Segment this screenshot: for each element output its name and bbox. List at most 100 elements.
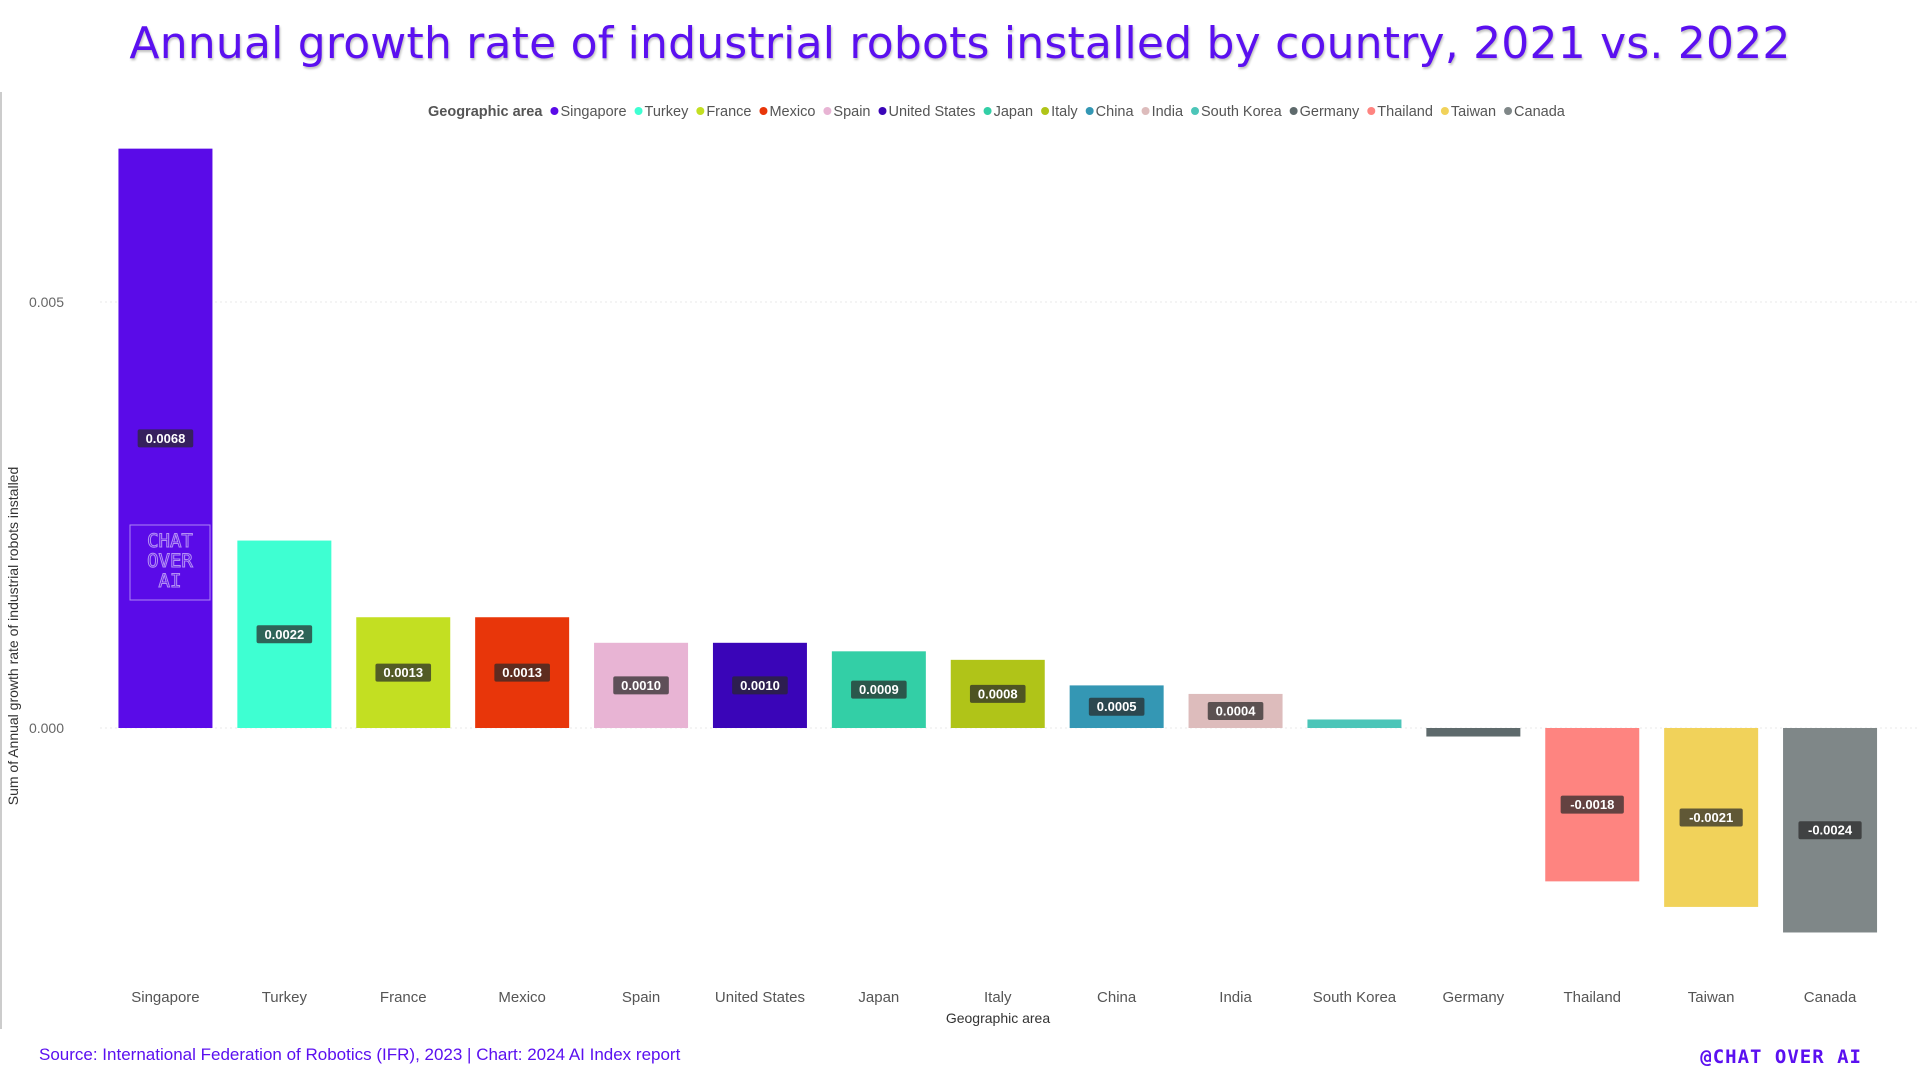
legend-swatch (1367, 107, 1376, 115)
legend-label: South Korea (1201, 104, 1283, 120)
x-tick-label: Taiwan (1688, 989, 1735, 1006)
data-label-background (1560, 795, 1624, 814)
legend-label: Mexico (769, 104, 815, 120)
legend-label: Japan (994, 104, 1034, 120)
legend-item[interactable]: United States (878, 104, 976, 120)
watermark-line-2: OVER (147, 550, 193, 572)
legend-label: Taiwan (1451, 104, 1496, 120)
bar-south-korea[interactable] (1307, 719, 1402, 728)
legend-label: India (1152, 104, 1184, 120)
data-label-background (613, 676, 669, 695)
legend-swatch (1041, 107, 1050, 115)
x-tick-label: China (1097, 989, 1137, 1006)
data-label-background (137, 429, 194, 448)
legend-label: Canada (1514, 104, 1566, 120)
legend-swatch (1504, 107, 1513, 115)
x-tick-label: Canada (1804, 989, 1857, 1006)
x-tick-label: Singapore (131, 989, 199, 1006)
x-tick-label: Thailand (1563, 989, 1621, 1006)
legend-swatch (983, 107, 992, 115)
data-label-background (1207, 701, 1264, 720)
legend-swatch (1191, 107, 1200, 115)
legend-label: France (706, 104, 751, 120)
legend-item[interactable]: Germany (1289, 104, 1360, 120)
x-tick-label: United States (715, 989, 805, 1006)
data-label-background (851, 680, 907, 699)
data-label: -0.0018 (1570, 797, 1614, 812)
watermark: CHAT OVER AI (129, 524, 211, 601)
legend-item[interactable]: China (1085, 104, 1135, 120)
legend-label: Spain (833, 104, 870, 120)
legend-label: China (1096, 104, 1135, 120)
data-label: 0.0005 (1097, 699, 1137, 714)
y-tick-label: 0.000 (29, 720, 64, 736)
legend-item[interactable]: Taiwan (1440, 104, 1496, 120)
legend-item[interactable]: India (1141, 104, 1184, 120)
legend-item[interactable]: Japan (983, 104, 1034, 120)
legend-item[interactable]: Canada (1504, 104, 1566, 120)
data-label: 0.0013 (383, 665, 423, 680)
legend-label: Singapore (560, 104, 626, 120)
data-label: 0.0004 (1216, 703, 1257, 718)
legend: Geographic area Singapore Turkey France Mexi… (428, 104, 1566, 120)
x-axis-label: Geographic area (946, 1010, 1051, 1026)
x-tick-label: India (1219, 989, 1252, 1006)
y-tick-label: 0.005 (29, 294, 64, 310)
data-label-background (969, 684, 1026, 703)
watermark-line-1: CHAT (147, 530, 193, 552)
x-axis-categories: Singapore Turkey France Mexico Spain United S… (131, 989, 1857, 1006)
x-tick-label: Italy (984, 989, 1012, 1006)
legend-swatch (1289, 107, 1298, 115)
legend-item[interactable]: Turkey (634, 104, 690, 120)
data-label: 0.0013 (502, 665, 542, 680)
chart-area: Geographic area Singapore Turkey France Mexi… (0, 92, 1920, 1029)
legend-swatch (1141, 107, 1150, 115)
x-tick-label: Turkey (262, 989, 308, 1006)
legend-swatch (759, 107, 768, 115)
legend-label: Italy (1051, 104, 1078, 120)
data-label: 0.0068 (146, 431, 186, 446)
data-label-background (1798, 821, 1862, 840)
legend-swatch (1085, 107, 1094, 115)
data-label: -0.0021 (1689, 810, 1733, 825)
legend-swatch (1440, 107, 1449, 115)
data-label-background (732, 676, 788, 695)
legend-swatch (878, 107, 887, 115)
data-labels: 0.0068 0.0022 0.0013 0.0013 0.0010 0.0010 0.00… (137, 429, 1862, 840)
legend-swatch (823, 107, 832, 115)
data-label-background (494, 663, 550, 682)
x-tick-label: Germany (1443, 989, 1505, 1006)
data-label-background (1088, 697, 1145, 716)
x-tick-label: Japan (858, 989, 899, 1006)
legend-item[interactable]: Italy (1041, 104, 1078, 120)
legend-label: United States (889, 104, 976, 120)
data-label-background (375, 663, 432, 682)
data-label: 0.0010 (740, 678, 780, 693)
legend-item[interactable]: Thailand (1367, 104, 1433, 120)
bars (118, 148, 1878, 933)
legend-item[interactable]: Mexico (759, 104, 815, 120)
legend-item[interactable]: Spain (823, 104, 871, 120)
legend-item[interactable]: France (696, 104, 751, 120)
legend-swatch (634, 107, 643, 115)
legend-label: Turkey (645, 104, 690, 120)
legend-swatch (550, 107, 559, 115)
x-tick-label: South Korea (1313, 989, 1397, 1006)
y-axis-label: Sum of Annual growth rate of industrial … (5, 467, 21, 806)
data-label: -0.0024 (1808, 823, 1853, 838)
x-tick-label: Spain (622, 989, 660, 1006)
legend-title: Geographic area (428, 104, 543, 120)
chart-title: Annual growth rate of industrial robots … (129, 18, 1791, 69)
data-label: 0.0022 (264, 627, 304, 642)
bar-germany[interactable] (1426, 728, 1521, 737)
data-label: 0.0009 (859, 682, 899, 697)
data-label: 0.0008 (978, 686, 1018, 701)
data-label-background (256, 625, 313, 644)
legend-swatch (696, 107, 705, 115)
legend-item[interactable]: Singapore (550, 104, 627, 120)
legend-label: Thailand (1377, 104, 1433, 120)
legend-label: Germany (1300, 104, 1360, 120)
watermark-line-3: AI (159, 570, 182, 592)
legend-item[interactable]: South Korea (1191, 104, 1283, 120)
brand-mark: @CHAT OVER AI (1700, 1046, 1862, 1068)
